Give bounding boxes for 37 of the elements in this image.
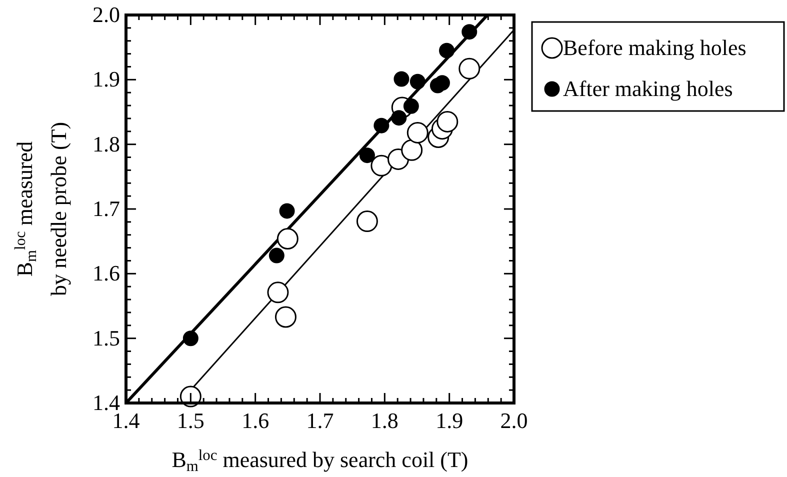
point [374, 118, 390, 134]
x-tick-label: 1.6 [242, 408, 270, 433]
point [279, 203, 295, 219]
point [458, 58, 480, 80]
y-tick-label: 1.4 [92, 390, 120, 415]
point [267, 282, 289, 304]
y-tick-label: 1.7 [92, 196, 120, 221]
point [401, 139, 423, 161]
x-tick-label: 1.5 [176, 408, 204, 433]
point [182, 330, 198, 346]
point [268, 248, 284, 264]
y-tick-label: 1.6 [92, 260, 120, 286]
point [394, 71, 410, 87]
x-tick-label: 2.0 [500, 408, 528, 433]
point [410, 74, 426, 90]
point [436, 110, 458, 132]
y-tick-label: 1.5 [92, 325, 120, 350]
x-tick-label: 1.7 [306, 408, 334, 433]
y-tick-label: 1.8 [92, 131, 120, 156]
point [359, 148, 375, 164]
x-tick-label: 1.9 [436, 408, 464, 433]
y-tick-label: 2.0 [92, 2, 120, 27]
point [276, 228, 298, 250]
point [403, 98, 419, 114]
point [274, 306, 296, 328]
point [370, 154, 392, 176]
y-tick-label: 1.9 [92, 66, 120, 92]
point [406, 122, 428, 144]
point [391, 110, 407, 126]
x-axis-title: B$_{m}$$^{loc}$ measured by search coil (T) [172, 447, 468, 475]
x-tick-label: 1.8 [370, 408, 398, 433]
point [434, 75, 450, 91]
point [438, 42, 454, 58]
point [356, 210, 378, 232]
legend-label: Before making holes [563, 35, 746, 60]
point [462, 24, 478, 40]
legend-label: After making holes [563, 76, 733, 101]
